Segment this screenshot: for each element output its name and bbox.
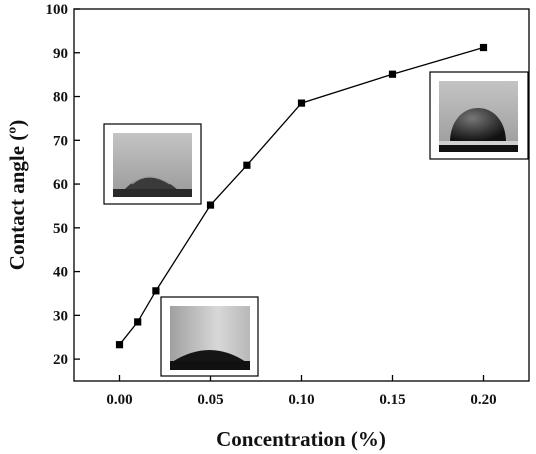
y-tick-label: 40 xyxy=(53,265,68,281)
data-point xyxy=(479,43,488,52)
x-axis-title: Concentration (%) xyxy=(216,427,386,451)
x-tick-label: 0.10 xyxy=(288,392,314,408)
y-axis-ticks: 20 30 40 50 60 70 80 90 100 xyxy=(46,2,80,368)
data-point xyxy=(243,161,251,169)
data-point xyxy=(115,341,124,349)
y-tick-label: 90 xyxy=(53,46,68,62)
data-point xyxy=(297,99,306,107)
x-tick-label: 0.20 xyxy=(470,392,496,408)
data-point xyxy=(388,70,397,78)
series-markers xyxy=(115,43,488,349)
droplet-medium-angle xyxy=(103,123,202,205)
x-tick-label: 0.00 xyxy=(106,392,132,408)
y-tick-label: 20 xyxy=(53,352,68,368)
y-tick-label: 30 xyxy=(53,308,68,324)
data-point xyxy=(152,287,160,295)
droplet-low-angle xyxy=(160,296,259,377)
y-tick-label: 70 xyxy=(53,133,68,149)
x-tick-label: 0.15 xyxy=(379,392,405,408)
data-point xyxy=(134,318,142,326)
y-tick-label: 100 xyxy=(46,2,69,18)
x-axis-ticks: 0.00 0.05 0.10 0.15 0.20 xyxy=(106,375,497,408)
y-tick-label: 80 xyxy=(53,90,68,106)
series-line xyxy=(118,46,484,346)
y-axis-title: Contact angle (º) xyxy=(5,120,29,270)
y-tick-label: 60 xyxy=(53,177,68,193)
data-point xyxy=(206,201,215,209)
y-tick-label: 50 xyxy=(53,221,68,237)
x-tick-label: 0.05 xyxy=(197,392,223,408)
droplet-high-angle xyxy=(429,71,529,160)
